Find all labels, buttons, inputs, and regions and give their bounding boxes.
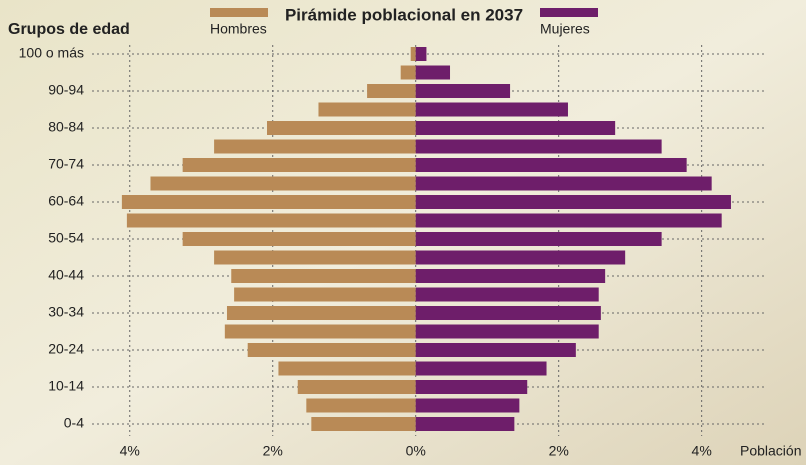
bar-left <box>214 140 416 154</box>
bar-right <box>416 343 576 357</box>
bar-right <box>416 140 662 154</box>
y-tick-label: 70-74 <box>48 156 84 172</box>
bar-left <box>318 103 415 117</box>
y-axis-label: Grupos de edad <box>8 21 130 38</box>
bar-left <box>234 288 416 302</box>
bar-left <box>306 399 415 413</box>
legend-label: Hombres <box>210 21 267 37</box>
y-tick-label: 60-64 <box>48 193 84 209</box>
x-tick-label: 2% <box>549 443 569 459</box>
bar-left <box>214 251 416 265</box>
bar-right <box>416 195 731 209</box>
legend-swatch <box>540 8 598 17</box>
bar-left <box>231 269 415 283</box>
bar-right <box>416 47 427 61</box>
bar-left <box>311 417 415 431</box>
legend-swatch <box>210 8 268 17</box>
x-tick-label: 2% <box>263 443 283 459</box>
y-tick-label: 30-34 <box>48 304 84 320</box>
bar-left <box>127 214 416 228</box>
y-tick-label: 40-44 <box>48 267 84 283</box>
bar-right <box>416 288 599 302</box>
bar-right <box>416 269 605 283</box>
bar-right <box>416 232 662 246</box>
bar-left <box>227 306 416 320</box>
bar-left <box>150 177 415 191</box>
bar-right <box>416 214 722 228</box>
x-axis-label: Población <box>740 443 802 459</box>
bar-right <box>416 251 625 265</box>
y-tick-label: 20-24 <box>48 341 84 357</box>
legend-label: Mujeres <box>540 21 590 37</box>
y-tick-label: 100 o más <box>19 45 84 61</box>
bar-left <box>248 343 416 357</box>
bar-left <box>278 362 415 376</box>
bar-right <box>416 362 547 376</box>
chart-title: Pirámide poblacional en 2037 <box>285 5 523 24</box>
bar-right <box>416 417 515 431</box>
bar-right <box>416 121 615 135</box>
bar-left <box>225 325 416 339</box>
x-tick-label: 4% <box>692 443 712 459</box>
y-tick-label: 80-84 <box>48 119 84 135</box>
bar-right <box>416 177 712 191</box>
bar-right <box>416 399 520 413</box>
bar-right <box>416 66 450 80</box>
bar-left <box>183 232 416 246</box>
y-tick-label: 90-94 <box>48 82 84 98</box>
bar-right <box>416 306 601 320</box>
chart: Pirámide poblacional en 2037 Grupos de e… <box>0 0 806 465</box>
bar-left <box>267 121 416 135</box>
bar-right <box>416 380 528 394</box>
bar-left <box>367 84 416 98</box>
bar-left <box>183 158 416 172</box>
y-tick-label: 50-54 <box>48 230 84 246</box>
bar-left <box>401 66 416 80</box>
bar-right <box>416 158 687 172</box>
x-tick-label: 0% <box>406 443 426 459</box>
bar-right <box>416 325 599 339</box>
bar-left <box>298 380 416 394</box>
bar-right <box>416 103 568 117</box>
x-tick-label: 4% <box>120 443 140 459</box>
y-tick-label: 0-4 <box>64 415 84 431</box>
bar-right <box>416 84 510 98</box>
bar-left <box>122 195 416 209</box>
y-tick-label: 10-14 <box>48 378 84 394</box>
bar-left <box>411 47 416 61</box>
